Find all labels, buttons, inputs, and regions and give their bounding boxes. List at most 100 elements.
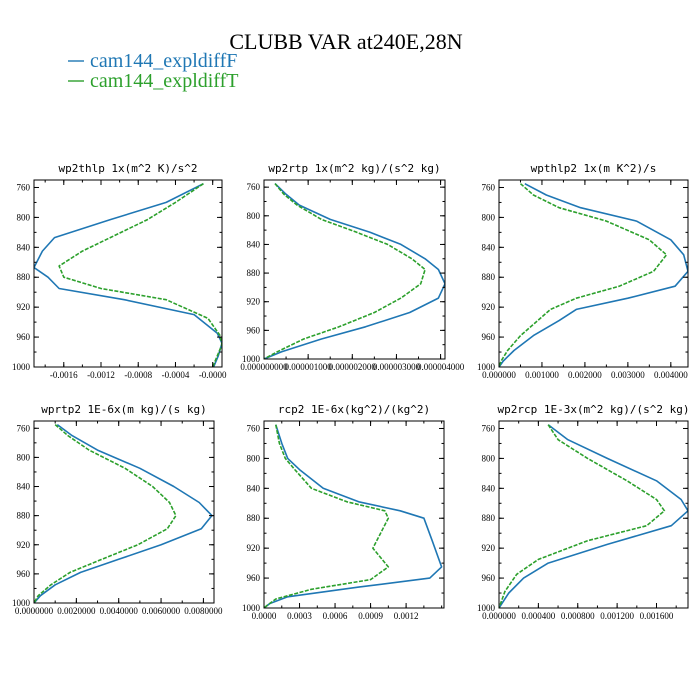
series-line-expldiffT	[264, 183, 426, 359]
y-tick-label: 880	[247, 268, 261, 278]
y-tick-label: 840	[482, 483, 496, 493]
x-tick-label: 0.0003	[287, 611, 312, 621]
y-tick-label: 760	[247, 423, 261, 433]
y-tick-label: 1000	[12, 598, 31, 608]
series-line-expldiffF	[34, 423, 213, 603]
x-tick-label: 0.000400	[522, 611, 556, 621]
panel-title: wp2thlp 1x(m^2 K)/s^2	[58, 162, 197, 175]
axis-frame	[33, 179, 223, 368]
x-tick-label: -0.0008	[124, 370, 152, 380]
series-line-expldiffF	[264, 424, 443, 608]
series-line-expldiffF	[264, 183, 445, 359]
y-tick-label: 760	[482, 423, 496, 433]
legend-item: cam144_expldiffT	[68, 70, 238, 92]
x-tick-label: 0.0006	[323, 611, 348, 621]
x-tick-label: 0.000001000	[285, 362, 333, 372]
panel-title: wprtp2 1E-6x(m kg)/(s kg)	[41, 403, 207, 416]
series-line-expldiffF	[499, 424, 688, 608]
legend-item: cam144_expldiffF	[68, 50, 237, 72]
y-tick-label: 960	[247, 573, 261, 583]
panel-title: wp2rcp 1E-3x(m^2 kg)/(s^2 kg)	[497, 403, 689, 416]
x-tick-label: -0.0012	[87, 370, 115, 380]
y-tick-label: 880	[17, 272, 31, 282]
y-tick-label: 800	[17, 212, 31, 222]
y-tick-label: 880	[482, 272, 496, 282]
y-tick-label: 800	[482, 212, 496, 222]
series-line-expldiffT	[499, 424, 666, 608]
y-tick-label: 760	[247, 182, 261, 192]
x-tick-label: 0.0060000	[142, 606, 181, 616]
x-tick-label: 0.000003000	[373, 362, 421, 372]
y-tick-label: 1000	[477, 603, 496, 613]
legend-label: cam144_expldiffT	[90, 70, 238, 92]
x-tick-label: 0.000800	[561, 611, 595, 621]
chart-panels: wp2thlp 1x(m^2 K)/s^2 760 800 840 880 920 960 1…	[12, 162, 690, 621]
x-tick-label: 0.0000	[252, 611, 277, 621]
y-tick-label: 840	[17, 482, 31, 492]
y-tick-label: 960	[482, 573, 496, 583]
x-tick-label: 0.0040000	[100, 606, 139, 616]
x-tick-label: 0.000000000	[240, 362, 288, 372]
x-tick-label: 0.0009	[358, 611, 383, 621]
y-tick-label: 960	[247, 325, 261, 335]
axis-frame	[263, 420, 445, 609]
x-tick-label: 0.003000	[611, 370, 645, 380]
y-tick-label: 920	[247, 297, 261, 307]
x-tick-label: 0.0000000	[15, 606, 54, 616]
x-tick-label: 0.001000	[525, 370, 559, 380]
x-tick-label: 0.0012	[394, 611, 419, 621]
axis-frame	[33, 420, 215, 604]
series-line-expldiffF	[34, 182, 222, 367]
y-tick-label: 840	[482, 242, 496, 252]
y-tick-label: 920	[17, 302, 31, 312]
x-tick-label: 0.000000	[482, 370, 516, 380]
legend-label: cam144_expldiffF	[90, 50, 237, 72]
panel-title: wpthlp2 1x(m K^2)/s	[531, 162, 657, 175]
axis-frame	[498, 420, 689, 609]
y-tick-label: 920	[247, 543, 261, 553]
y-tick-label: 840	[247, 239, 261, 249]
chart-panel: rcp2 1E-6x(kg^2)/(kg^2) 760 800 840 880 920 96…	[242, 403, 445, 621]
x-tick-label: 0.002000	[568, 370, 602, 380]
y-tick-label: 1000	[12, 362, 31, 372]
chart-panel: wprtp2 1E-6x(m kg)/(s kg) 760 800 840 880 920…	[12, 403, 223, 616]
chart-panel: wpthlp2 1x(m K^2)/s 760 800 840 880 920 960 100…	[477, 162, 689, 380]
series-line-expldiffF	[499, 182, 688, 367]
axis-frame	[498, 179, 689, 368]
y-tick-label: 760	[482, 182, 496, 192]
y-tick-label: 800	[247, 453, 261, 463]
series-line-expldiffT	[58, 183, 222, 367]
series-line-expldiffT	[34, 423, 177, 603]
y-tick-label: 920	[482, 543, 496, 553]
y-tick-label: 920	[482, 302, 496, 312]
y-tick-label: 800	[482, 453, 496, 463]
x-tick-label: 0.001200	[600, 611, 634, 621]
y-tick-label: 880	[247, 513, 261, 523]
chart-panel: wp2rcp 1E-3x(m^2 kg)/(s^2 kg)760 800 840 88…	[477, 403, 690, 621]
y-tick-label: 760	[17, 182, 31, 192]
x-tick-label: -0.0000	[199, 370, 227, 380]
y-tick-label: 960	[17, 332, 31, 342]
x-tick-label: 0.0080000	[184, 606, 223, 616]
y-tick-label: 840	[247, 483, 261, 493]
y-tick-label: 880	[482, 513, 496, 523]
x-tick-label: -0.0016	[50, 370, 78, 380]
y-tick-label: 960	[482, 332, 496, 342]
y-tick-label: 1000	[242, 603, 261, 613]
y-tick-label: 1000	[242, 354, 261, 364]
x-tick-label: 0.000000	[482, 611, 516, 621]
series-line-expldiffT	[499, 183, 668, 367]
chart-panel: wp2thlp 1x(m^2 K)/s^2 760 800 840 880 920 960 1…	[12, 162, 227, 380]
main-title: CLUBB VAR at240E,28N	[229, 29, 462, 54]
y-tick-label: 920	[17, 540, 31, 550]
series-line-expldiffT	[264, 424, 390, 608]
y-tick-label: 800	[17, 452, 31, 462]
y-tick-label: 880	[17, 511, 31, 521]
y-tick-label: 1000	[477, 362, 496, 372]
y-tick-label: 960	[17, 569, 31, 579]
axis-frame	[263, 179, 446, 360]
x-tick-label: -0.0004	[162, 370, 190, 380]
x-tick-label: 0.000004000	[417, 362, 465, 372]
